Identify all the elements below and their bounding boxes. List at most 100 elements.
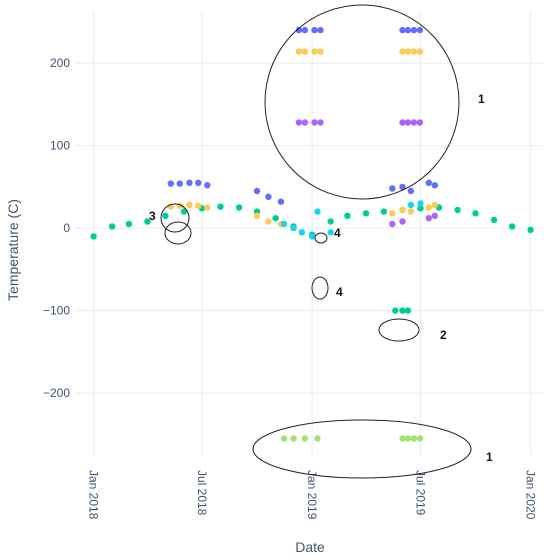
data-point <box>490 216 498 224</box>
data-point <box>327 218 334 225</box>
data-point <box>425 215 432 222</box>
data-point <box>108 223 116 230</box>
data-point <box>295 26 303 34</box>
data-point <box>472 210 479 217</box>
annotation-layer: 1 1 2 3 4 4 <box>149 4 493 479</box>
data-points <box>90 26 534 442</box>
data-point <box>404 119 412 126</box>
data-point <box>125 220 133 228</box>
annotation-ellipse <box>164 221 192 245</box>
data-point <box>380 208 388 215</box>
data-point <box>301 119 309 126</box>
annotation-circle <box>264 4 460 200</box>
data-point <box>144 218 151 225</box>
data-point <box>407 201 415 209</box>
data-point <box>277 198 285 205</box>
x-tick-label: Jul 2019 <box>413 470 427 516</box>
data-point <box>417 200 424 207</box>
y-axis-title: Temperature (C) <box>5 199 21 301</box>
data-point <box>407 187 415 195</box>
annotation-label: 4 <box>336 285 343 299</box>
data-point <box>195 202 202 210</box>
data-point <box>389 185 396 192</box>
data-point <box>392 307 399 314</box>
data-point <box>272 215 279 222</box>
y-tick-label: −100 <box>43 304 70 318</box>
data-point <box>407 208 415 215</box>
annotation-ellipse <box>378 318 420 342</box>
annotation-label: 3 <box>149 209 156 223</box>
data-point <box>410 119 418 126</box>
y-tick-label: −200 <box>43 386 70 400</box>
annotation-label: 2 <box>440 328 447 342</box>
data-point <box>399 26 406 34</box>
data-point <box>311 119 318 126</box>
data-point <box>176 180 183 187</box>
data-point <box>186 179 193 186</box>
data-point <box>90 233 97 240</box>
data-point <box>416 26 424 34</box>
data-point <box>527 226 534 233</box>
data-point <box>344 212 351 219</box>
data-point <box>235 204 243 211</box>
data-point <box>317 119 324 126</box>
data-point <box>416 435 424 442</box>
x-tick-label: Jan 2020 <box>524 470 538 520</box>
data-point <box>167 180 174 187</box>
data-point <box>404 48 412 55</box>
data-point <box>399 119 406 126</box>
data-point <box>410 26 418 34</box>
y-tick-label: 200 <box>50 56 70 70</box>
data-point <box>311 48 318 55</box>
data-point <box>389 210 396 217</box>
y-tick-label: 100 <box>50 139 70 153</box>
data-point <box>404 435 412 442</box>
data-point <box>399 206 406 214</box>
data-point <box>301 435 309 442</box>
annotation-label: 1 <box>486 450 493 464</box>
data-point <box>204 182 211 189</box>
data-point <box>399 48 406 55</box>
annotation-ellipse <box>252 419 472 479</box>
data-point <box>265 193 272 200</box>
data-point <box>295 48 303 55</box>
data-point <box>399 435 406 442</box>
data-point <box>416 119 424 126</box>
annotation-label: 4 <box>334 226 341 240</box>
data-point <box>186 201 193 209</box>
data-point <box>431 212 438 219</box>
data-point <box>327 229 334 236</box>
data-point <box>317 48 324 55</box>
data-point <box>253 212 261 219</box>
data-point <box>295 119 303 126</box>
data-point <box>399 218 406 225</box>
annotation-ellipse <box>314 232 328 244</box>
data-point <box>290 435 297 442</box>
data-point <box>308 233 316 240</box>
data-point <box>399 183 406 191</box>
data-point <box>416 48 424 55</box>
data-point <box>404 26 412 34</box>
data-point <box>301 26 309 34</box>
data-point <box>431 201 438 209</box>
data-point <box>180 208 188 215</box>
data-point <box>253 187 261 195</box>
data-point <box>314 208 321 215</box>
data-point <box>425 204 432 211</box>
x-tick-label: Jan 2019 <box>305 470 319 520</box>
data-point <box>195 179 202 186</box>
data-point <box>314 435 321 442</box>
data-point <box>290 224 297 232</box>
x-tick-label: Jan 2018 <box>87 470 101 520</box>
data-point <box>311 26 318 34</box>
data-point <box>298 229 306 236</box>
data-point <box>301 48 309 55</box>
data-point <box>431 182 438 189</box>
annotation-label: 1 <box>478 92 485 106</box>
data-point <box>217 203 224 210</box>
data-point <box>362 210 370 217</box>
data-point <box>389 220 396 228</box>
data-point <box>162 212 169 219</box>
y-tick-label: 0 <box>63 221 70 235</box>
